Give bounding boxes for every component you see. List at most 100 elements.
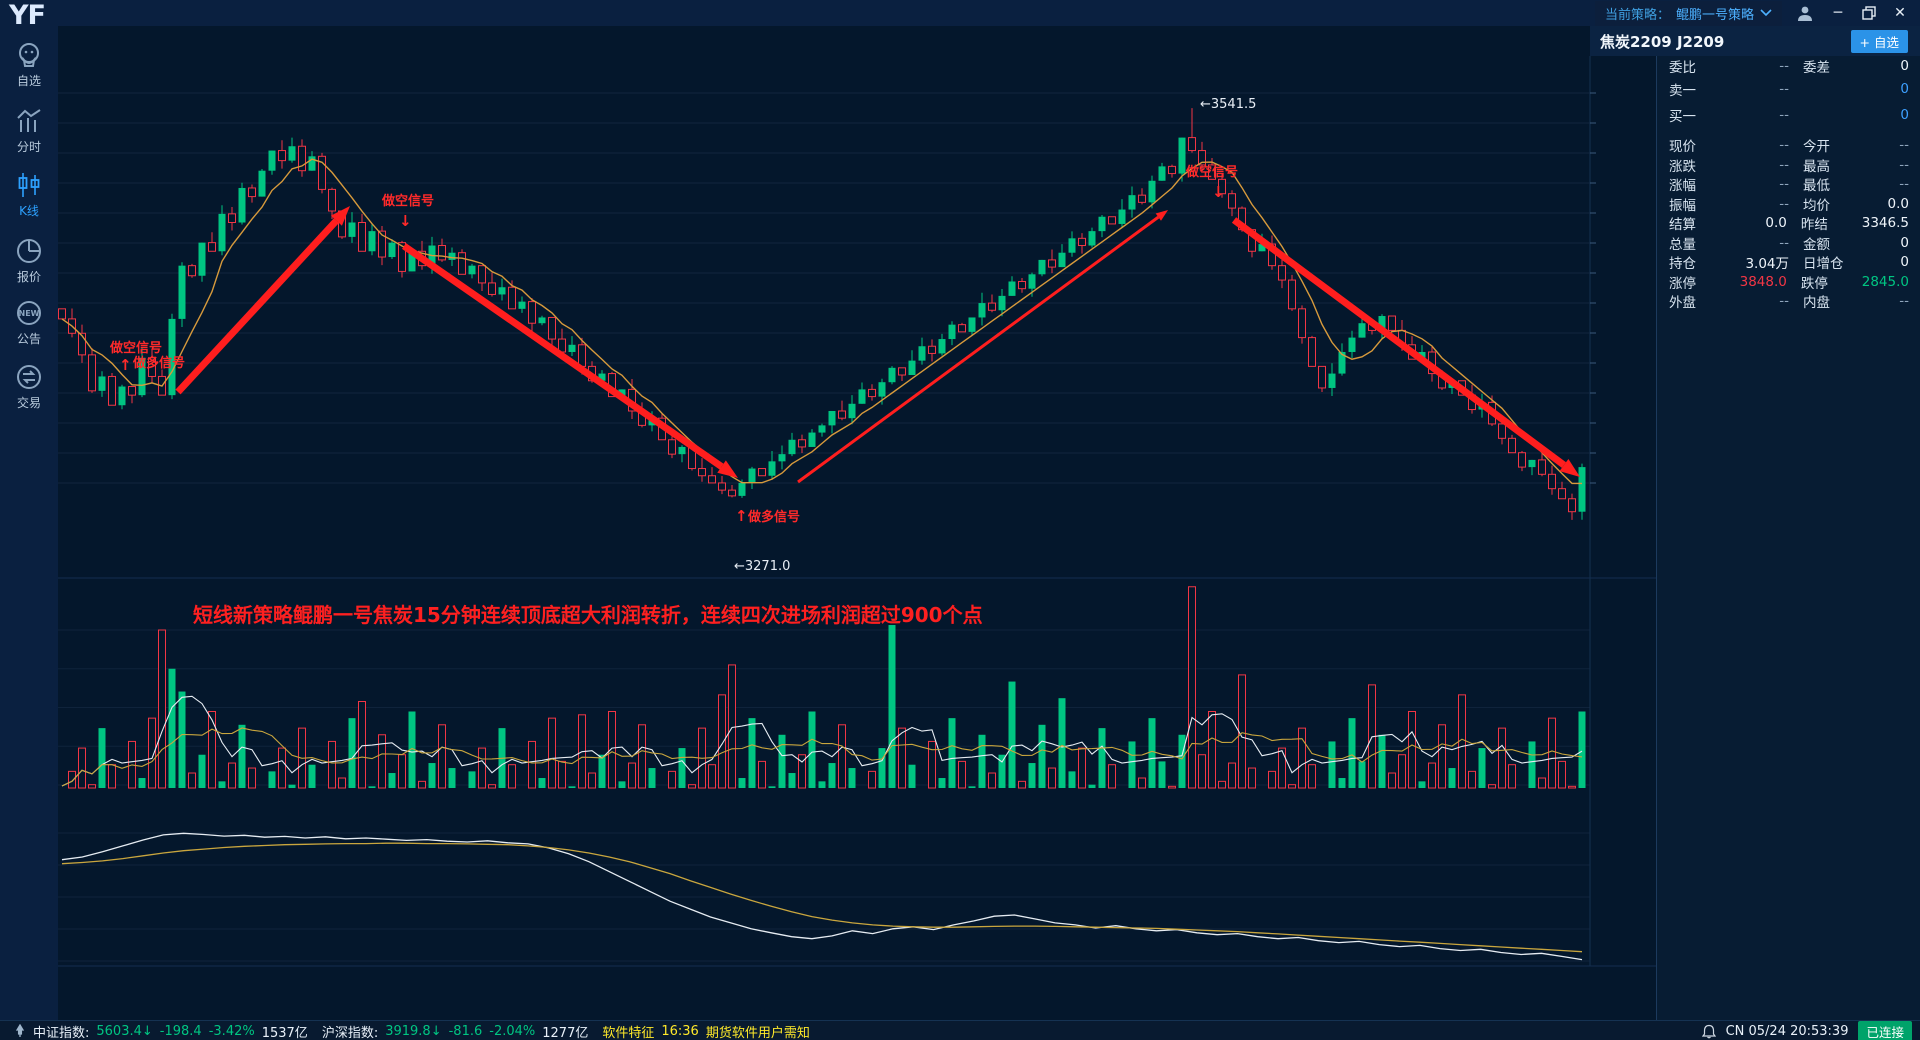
quote-label: 内盘	[1803, 295, 1830, 312]
quote-row: 结算 0.0 昨结 3346.5	[1657, 214, 1920, 234]
index1-label: 中证指数:	[33, 1025, 90, 1040]
index1-percent: -3.42%	[208, 1023, 255, 1039]
close-button[interactable]: ✕	[1894, 5, 1906, 21]
notice-links: 软件特征 16:36 期货软件用户需知	[602, 1022, 810, 1040]
quote-label: 总量	[1669, 236, 1696, 253]
intraday-chart-icon	[17, 109, 41, 132]
quote-row: 卖一 -- 0	[1657, 76, 1920, 102]
quote-value: 0.0	[1765, 215, 1787, 232]
quote-value: 2845.0	[1861, 273, 1909, 290]
quote-value: 0	[1900, 57, 1909, 74]
sidebar-item-label: 公告	[16, 332, 41, 346]
notice-user-link[interactable]: 期货软件用户需知	[705, 1025, 810, 1040]
sidebar-item-label: 报价	[16, 270, 41, 284]
sidebar-item-K线[interactable]: K线	[0, 170, 58, 219]
sidebar-item-公告[interactable]: NEW 公告	[0, 298, 58, 347]
user-icon[interactable]	[1796, 4, 1814, 22]
trade-exchange-icon	[17, 365, 41, 389]
quote-row: 总量 -- 金额 0	[1657, 233, 1920, 253]
statusbar-right: CN 05/24 20:53:39 已连接	[1701, 1020, 1912, 1040]
index1-change: -198.4	[159, 1023, 202, 1039]
volume-ma-yellow-line	[61, 727, 1583, 787]
minimize-button[interactable]: ─	[1833, 5, 1843, 21]
user-icon	[19, 43, 39, 67]
quote-value: 3848.0	[1739, 273, 1787, 290]
index2-amount: 1277亿	[542, 1025, 589, 1040]
volume-layer	[68, 586, 1586, 789]
add-watchlist-button[interactable]: + 自选	[1850, 30, 1908, 53]
contract-title: 焦炭2209 J2209	[1600, 33, 1725, 51]
quote-value: --	[1899, 156, 1909, 173]
pin-icon[interactable]	[14, 1024, 26, 1038]
index2-percent: -2.04%	[489, 1023, 536, 1039]
trend-arrows	[175, 206, 1580, 484]
quote-value: 0	[1900, 106, 1909, 123]
quote-value: --	[1779, 195, 1789, 212]
quote-panel: -- 委比 -- 委差 0 卖一 -- 0 买一 -- 0 现价 -- 今开 -- 涨跌 -- 最高 -- 涨幅 --…	[1656, 26, 1920, 1020]
signal-down-arrow-icon: ↓	[399, 212, 412, 230]
volume-ma-white-line	[61, 695, 1583, 787]
quote-label: 涨幅	[1669, 178, 1696, 195]
quote-panel-header: 焦炭2209 J2209 + 自选	[1590, 26, 1920, 56]
strategy-label: 当前策略：	[1604, 7, 1670, 23]
bell-icon[interactable]	[1701, 1024, 1716, 1039]
quote-row: 买一 -- 0	[1657, 102, 1920, 128]
quote-value: --	[1779, 234, 1789, 251]
quote-label: 日增仓	[1803, 256, 1844, 273]
notice-time: 16:36	[661, 1023, 699, 1039]
quote-row: 涨停 3848.0 跌停 2845.0	[1657, 272, 1920, 292]
quote-label: 持仓	[1669, 256, 1696, 273]
chevron-down-icon	[1760, 9, 1772, 17]
sidebar-item-label: 交易	[16, 396, 41, 410]
sidebar-item-分时[interactable]: 分时	[0, 106, 58, 155]
kline-icon	[18, 173, 40, 197]
index2-quote: 沪深指数: 3919.8↓ -81.6 -2.04% 1277亿	[322, 1022, 589, 1040]
quote-label: 昨结	[1800, 217, 1828, 234]
index1-amount: 1537亿	[261, 1025, 308, 1040]
sidebar-item-label: 分时	[16, 140, 41, 154]
status-bar: 中证指数: 5603.4↓ -198.4 -3.42% 1537亿 沪深指数: …	[0, 1020, 1920, 1040]
sidebar-item-报价[interactable]: 报价	[0, 236, 58, 285]
strategy-dropdown[interactable]: 当前策略： 鲲鹏一号策略	[1594, 0, 1782, 26]
quote-label: 振幅	[1669, 197, 1696, 214]
svg-text:NEW: NEW	[19, 309, 40, 318]
clock-datetime: CN 05/24 20:53:39	[1725, 1023, 1849, 1039]
quote-label: 跌停	[1800, 275, 1828, 292]
quote-label: 委比	[1669, 59, 1696, 76]
signal-down-arrow-icon: ↓	[1212, 183, 1225, 201]
quote-value: 0	[1900, 254, 1909, 271]
index1-quote: 中证指数: 5603.4↓ -198.4 -3.42% 1537亿	[14, 1022, 308, 1040]
quote-value: --	[1779, 57, 1789, 74]
quote-label: 最高	[1803, 158, 1830, 175]
quote-value: --	[1779, 156, 1789, 173]
quote-label: 买一	[1669, 108, 1696, 125]
obv-line	[61, 832, 1583, 961]
new-badge-icon: NEW	[17, 301, 41, 325]
quote-value: --	[1899, 176, 1909, 193]
quote-value: --	[1899, 137, 1909, 154]
low-price-label: ←3271.0	[734, 559, 790, 574]
notice-feature-link[interactable]: 软件特征	[602, 1025, 655, 1040]
sidebar-item-交易[interactable]: 交易	[0, 362, 58, 411]
quote-row: 涨跌 -- 最高 --	[1657, 155, 1920, 175]
quote-value: --	[1899, 293, 1909, 310]
quote-label: 最低	[1803, 178, 1830, 195]
quote-label: 外盘	[1669, 295, 1696, 312]
sidebar-item-自选[interactable]: 自选	[0, 40, 58, 89]
quote-row: 外盘 -- 内盘 --	[1657, 292, 1920, 312]
app-logo: YF	[9, 0, 46, 31]
sidebar-item-label: 自选	[16, 74, 41, 88]
quote-value: 3346.5	[1861, 215, 1909, 232]
signal-up-arrow-icon: ↑	[735, 507, 748, 525]
signal-label: 做空信号	[109, 340, 162, 356]
pie-quote-icon	[17, 239, 41, 263]
index2-label: 沪深指数:	[321, 1025, 379, 1040]
signal-label: 做空信号	[381, 193, 434, 209]
quote-rows: 委比 -- 委差 0 卖一 -- 0 买一 -- 0 现价 -- 今开 -- 涨跌 -- 最高 -- 涨幅 -- 最低 -…	[1657, 56, 1920, 312]
quote-row: 现价 -- 今开 --	[1657, 136, 1920, 155]
restore-button[interactable]	[1862, 6, 1876, 20]
down-arrow-icon: ↓	[141, 1023, 153, 1039]
quote-row: 振幅 -- 均价 0.0	[1657, 194, 1920, 214]
